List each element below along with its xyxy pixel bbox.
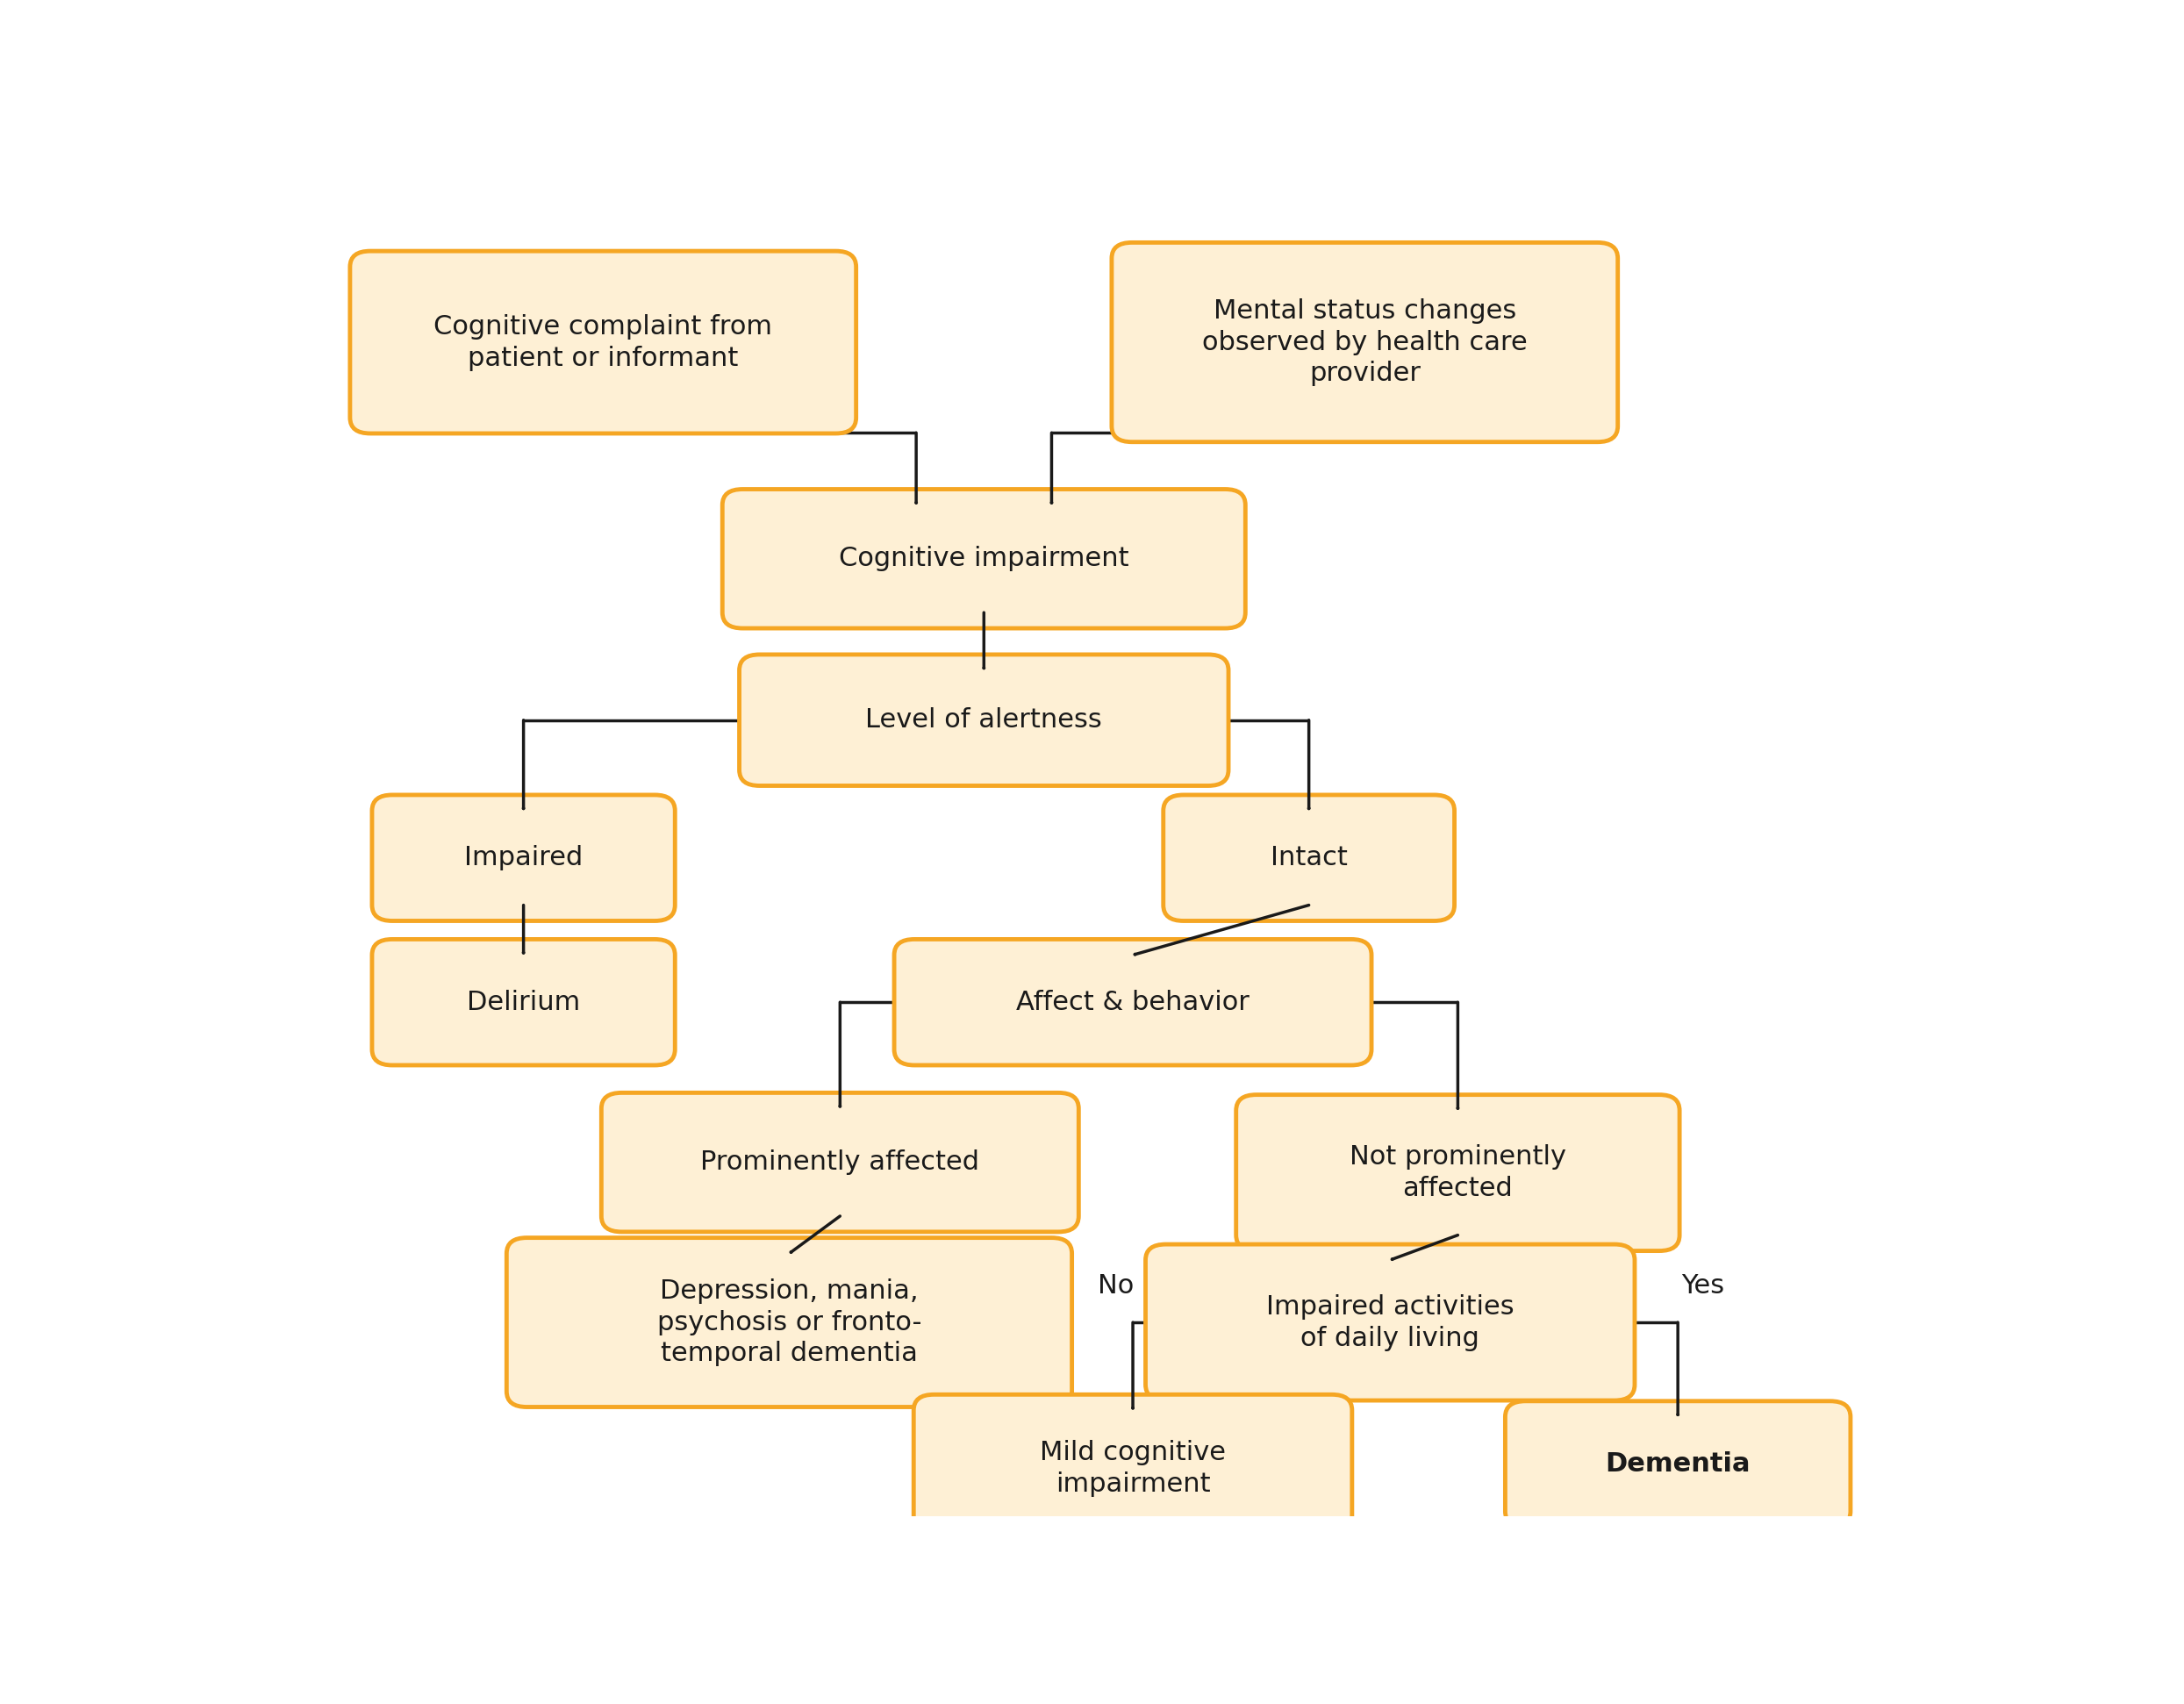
FancyBboxPatch shape [1147,1244,1634,1401]
FancyBboxPatch shape [1236,1094,1679,1251]
Text: Level of alertness: Level of alertness [865,707,1103,733]
Text: Cognitive impairment: Cognitive impairment [839,545,1129,571]
Text: Impaired activities
of daily living: Impaired activities of daily living [1267,1293,1514,1351]
Text: Depression, mania,
psychosis or fronto-
temporal dementia: Depression, mania, psychosis or fronto- … [657,1278,922,1367]
FancyBboxPatch shape [1112,242,1618,441]
Text: Yes: Yes [1682,1273,1725,1298]
Text: Not prominently
affected: Not prominently affected [1350,1145,1566,1201]
Text: Affect & behavior: Affect & behavior [1016,990,1249,1016]
FancyBboxPatch shape [371,939,675,1065]
FancyBboxPatch shape [371,794,675,920]
Text: Delirium: Delirium [467,990,581,1016]
FancyBboxPatch shape [601,1092,1079,1232]
FancyBboxPatch shape [723,489,1245,629]
FancyBboxPatch shape [507,1237,1072,1408]
FancyBboxPatch shape [913,1394,1352,1542]
Text: Mild cognitive
impairment: Mild cognitive impairment [1040,1440,1225,1496]
Text: Prominently affected: Prominently affected [701,1150,981,1176]
FancyBboxPatch shape [1505,1401,1850,1527]
Text: No: No [1099,1273,1133,1298]
Text: Intact: Intact [1271,845,1348,871]
FancyBboxPatch shape [1164,794,1455,920]
FancyBboxPatch shape [740,654,1227,786]
Text: Mental status changes
observed by health care
provider: Mental status changes observed by health… [1201,298,1527,387]
FancyBboxPatch shape [349,250,856,433]
FancyBboxPatch shape [893,939,1372,1065]
Text: Dementia: Dementia [1605,1452,1749,1477]
Text: Impaired: Impaired [465,845,583,871]
Text: Cognitive complaint from
patient or informant: Cognitive complaint from patient or info… [435,314,773,371]
